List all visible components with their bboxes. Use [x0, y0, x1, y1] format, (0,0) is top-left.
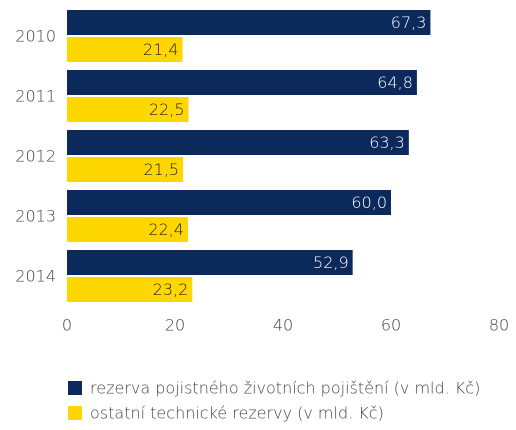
x-tick-label: 20 — [165, 316, 185, 335]
y-tick-label: 2011 — [15, 87, 56, 106]
y-tick-label: 2013 — [15, 207, 56, 226]
y-tick-label: 2010 — [15, 27, 56, 46]
bar — [67, 190, 391, 215]
y-tick-label: 2012 — [15, 147, 56, 166]
data-label: 21,5 — [143, 160, 179, 179]
bar — [67, 37, 183, 62]
legend-swatch — [68, 381, 82, 395]
x-tick-label: 80 — [489, 316, 509, 335]
data-label: 21,4 — [143, 40, 179, 59]
x-tick-label: 60 — [381, 316, 401, 335]
data-label: 22,5 — [149, 100, 185, 119]
x-tick-label: 40 — [273, 316, 293, 335]
x-tick-label: 0 — [62, 316, 72, 335]
data-label: 63,3 — [369, 133, 405, 152]
data-label: 64,8 — [377, 73, 413, 92]
bar — [67, 70, 417, 95]
y-tick-label: 2014 — [15, 267, 56, 286]
bar — [67, 250, 353, 275]
bar — [67, 130, 409, 155]
data-label: 22,4 — [148, 220, 184, 239]
bar — [67, 97, 189, 122]
data-label: 52,9 — [313, 253, 349, 272]
data-label: 60,0 — [351, 193, 387, 212]
legend-label: rezerva pojistného životních pojištění (… — [90, 379, 480, 398]
bar — [67, 277, 193, 302]
legend-swatch — [68, 406, 82, 420]
bar — [67, 10, 431, 35]
data-label: 67,3 — [391, 13, 427, 32]
bar — [67, 157, 184, 182]
bar — [67, 217, 188, 242]
data-label: 23,2 — [153, 280, 189, 299]
legend-label: ostatní technické rezervy (v mld. Kč) — [90, 404, 384, 423]
